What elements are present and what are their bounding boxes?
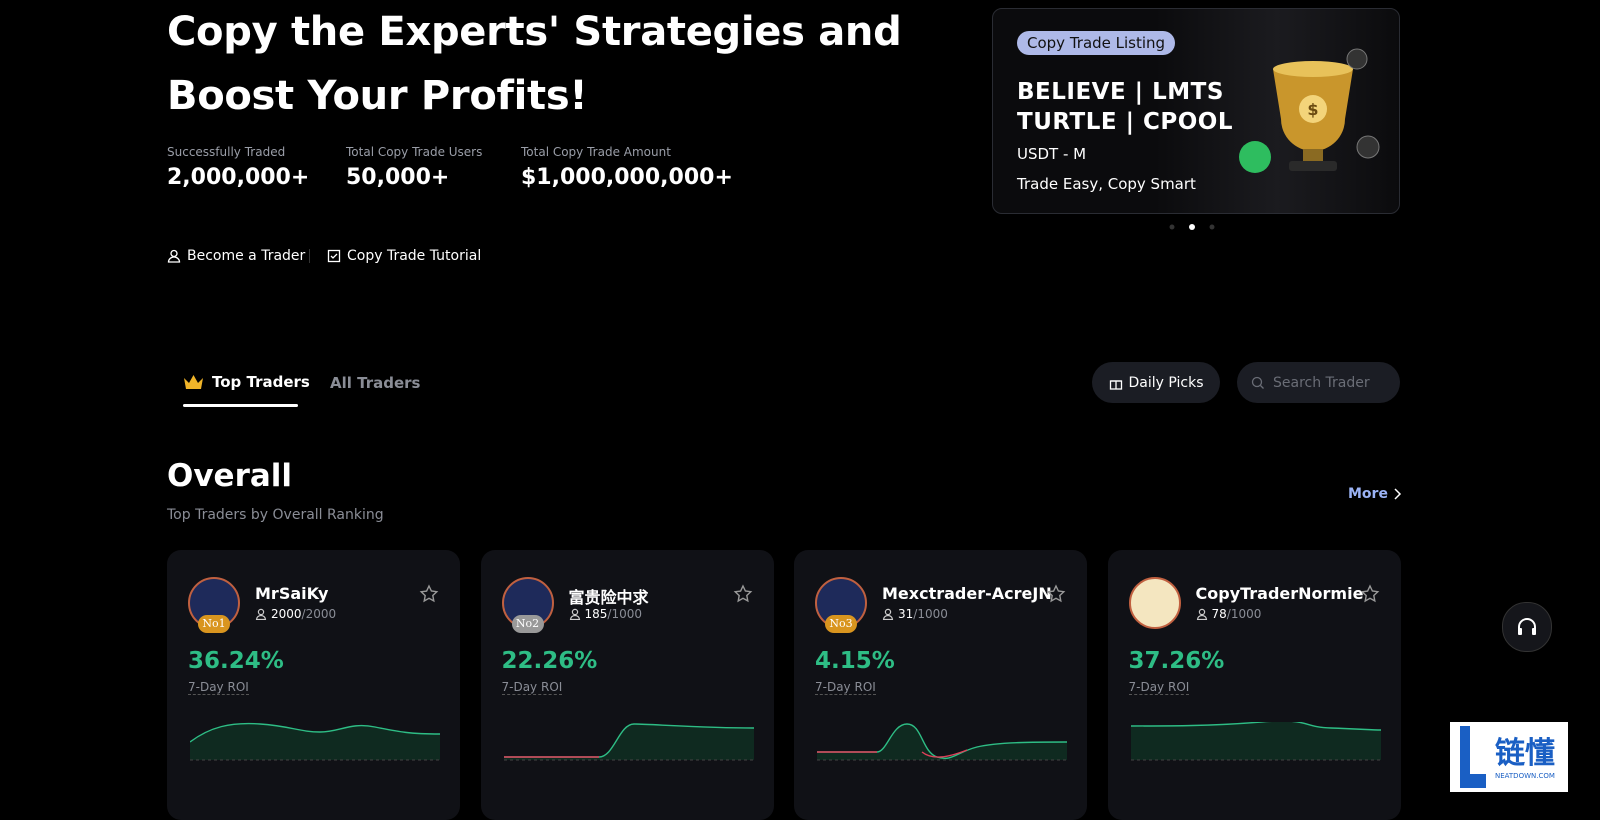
sparkline: [503, 723, 754, 761]
banner-line: BELIEVE | LMTS: [1017, 79, 1224, 105]
divider: [309, 249, 310, 263]
favorite-star[interactable]: [1046, 584, 1066, 604]
avatar: No3: [815, 577, 867, 633]
trader-name: Mexctrader-AcreJN: [882, 584, 1052, 603]
follower-cap: /1000: [913, 607, 948, 621]
follower-count: 78: [1211, 607, 1227, 621]
roi-label: 7-Day ROI: [501, 680, 563, 695]
button-label: Daily Picks: [1128, 374, 1204, 391]
roi-value: 37.26%: [1128, 648, 1225, 674]
watermark-logo: [1460, 726, 1486, 788]
trader-card[interactable]: No2 富贵险中求 185/1000 22.26% 7-Day ROI: [480, 550, 774, 820]
avatar: No2: [501, 577, 554, 633]
banner-market: USDT - M: [1017, 145, 1087, 163]
support-button[interactable]: [1502, 602, 1552, 652]
search-box[interactable]: Search Trader: [1237, 362, 1400, 403]
tab-top[interactable]: Top Traders: [183, 373, 310, 391]
more-link[interactable]: More: [1348, 486, 1402, 502]
follower-cap: /1000: [607, 607, 642, 621]
crown-icon: [184, 375, 203, 389]
banner-slogan: Trade Easy, Copy Smart: [1017, 175, 1196, 193]
section-subtitle: Top Traders by Overall Ranking: [167, 507, 384, 523]
watermark: 链懂 NEATDOWN.COM: [1450, 722, 1568, 792]
hero-title: Copy the Experts' Strategies and Boost Y…: [167, 9, 902, 119]
stat-label: Total Copy Trade Users: [346, 145, 483, 159]
become-trader[interactable]: Become a Trader: [167, 248, 305, 264]
stat: Successfully Traded 2,000,000+: [167, 145, 309, 190]
banner[interactable]: Copy Trade Listing BELIEVE | LMTS TURTLE…: [992, 8, 1400, 214]
banner-line: TURTLE | CPOOL: [1017, 109, 1234, 135]
stat: Total Copy Trade Users 50,000+: [346, 145, 482, 190]
sparkline: [190, 722, 440, 761]
follower-count: 31: [898, 607, 914, 621]
watermark-site: NEATDOWN.COM: [1495, 772, 1555, 780]
favorite-star[interactable]: [1360, 584, 1380, 604]
followers: 185/1000: [569, 607, 642, 621]
sparkline: [1130, 722, 1381, 761]
follower-cap: /2000: [301, 607, 337, 621]
tab-label: Top Traders: [212, 373, 310, 391]
section-title: Overall: [167, 458, 293, 494]
roi-label: 7-Day ROI: [188, 680, 249, 695]
tab-all[interactable]: All Traders: [330, 374, 421, 392]
roi-label: 7-Day ROI: [815, 680, 876, 695]
headset-icon: [1518, 618, 1536, 635]
search-placeholder: Search Trader: [1273, 374, 1370, 391]
follower-count: 185: [584, 607, 608, 621]
roi-value: 22.26%: [501, 648, 598, 674]
stat-value: $1,000,000,000+: [521, 165, 733, 190]
stat: Total Copy Trade Amount $1,000,000,000+: [521, 145, 733, 190]
daily-picks[interactable]: Daily Picks: [1092, 362, 1220, 403]
avatar: [1128, 577, 1181, 629]
tab-underline: [183, 404, 298, 407]
stat-label: Successfully Traded: [167, 145, 286, 159]
trader-name: CopyTraderNormie: [1195, 584, 1364, 603]
roi-label: 7-Day ROI: [1128, 680, 1190, 695]
carousel-dots: [1169, 224, 1215, 230]
avatar: No1: [188, 577, 240, 633]
watermark-text: 链懂: [1495, 736, 1555, 771]
favorite-star[interactable]: [419, 584, 439, 604]
more-text: More: [1348, 486, 1388, 502]
roi-value: 4.15%: [815, 648, 895, 674]
follower-cap: /1000: [1226, 607, 1262, 621]
trophy: $: [1239, 48, 1380, 173]
trader-card[interactable]: CopyTraderNormie 78/1000 37.26% 7-Day ROI: [1107, 550, 1401, 820]
favorite-star[interactable]: [733, 584, 753, 604]
stat-value: 2,000,000+: [167, 165, 310, 190]
user-icon: [255, 608, 267, 620]
followers: 78/1000: [1196, 607, 1262, 621]
tutorial[interactable]: Copy Trade Tutorial: [327, 248, 481, 264]
search-icon: [1251, 376, 1264, 389]
user-icon: [882, 608, 894, 620]
rank-badge: No3: [825, 615, 857, 633]
user-icon: [1196, 608, 1207, 620]
book-icon: [327, 249, 341, 263]
trader-card[interactable]: No1 MrSaiKy 2000/2000 36.24% 7-Day ROI: [167, 550, 460, 820]
rank-badge: No2: [511, 615, 544, 633]
banner-tag: Copy Trade Listing: [1017, 31, 1176, 55]
trader-card[interactable]: No3 Mexctrader-AcreJN 31/1000 4.15% 7-Day RO…: [794, 550, 1087, 820]
chevron: [1394, 488, 1402, 500]
trader-name: MrSaiKy: [255, 584, 329, 603]
user-icon: [569, 608, 580, 620]
link-text: Copy Trade Tutorial: [347, 248, 482, 264]
roi-value: 36.24%: [188, 648, 284, 674]
rank-badge: No1: [198, 615, 230, 633]
followers: 2000/2000: [255, 607, 336, 621]
follower-count: 2000: [271, 607, 302, 621]
followers: 31/1000: [882, 607, 948, 621]
stat-label: Total Copy Trade Amount: [521, 145, 671, 159]
svg-text:$: $: [1307, 100, 1318, 119]
trader-name: 富贵险中求: [568, 588, 649, 607]
link-text: Become a Trader: [187, 248, 306, 264]
sparkline: [817, 723, 1067, 761]
stat-value: 50,000+: [346, 165, 450, 190]
gift-icon: [1109, 379, 1122, 390]
user-icon: [167, 249, 181, 263]
